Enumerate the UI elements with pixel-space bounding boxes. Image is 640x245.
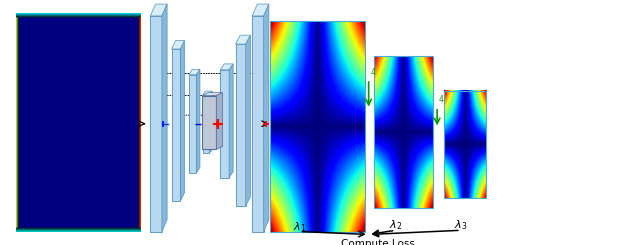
Bar [189,75,196,173]
Bar [270,21,365,232]
Polygon shape [229,64,233,178]
Bar [202,96,216,149]
Polygon shape [172,41,184,49]
Polygon shape [209,91,212,153]
Bar [374,56,433,208]
Polygon shape [196,69,200,173]
Polygon shape [264,4,269,232]
Text: 4: 4 [439,95,444,104]
Bar [150,16,162,232]
Text: Compute Loss: Compute Loss [341,239,415,245]
Bar [172,49,180,201]
Text: $\lambda_3$: $\lambda_3$ [454,219,467,232]
Text: 4: 4 [371,68,376,77]
Bar [220,70,229,178]
Polygon shape [216,93,223,149]
Polygon shape [252,4,269,16]
Polygon shape [180,41,184,201]
Bar [444,91,486,198]
Polygon shape [236,35,250,44]
Polygon shape [203,91,212,94]
Bar [252,16,264,232]
Bar [236,44,246,206]
Polygon shape [202,93,223,96]
Bar [203,94,209,153]
Polygon shape [150,4,167,16]
Polygon shape [162,4,167,232]
Polygon shape [189,69,200,75]
Text: $\lambda_2$: $\lambda_2$ [389,219,402,232]
Text: $\lambda_1$: $\lambda_1$ [293,220,306,233]
Polygon shape [220,64,233,70]
Polygon shape [246,35,250,206]
